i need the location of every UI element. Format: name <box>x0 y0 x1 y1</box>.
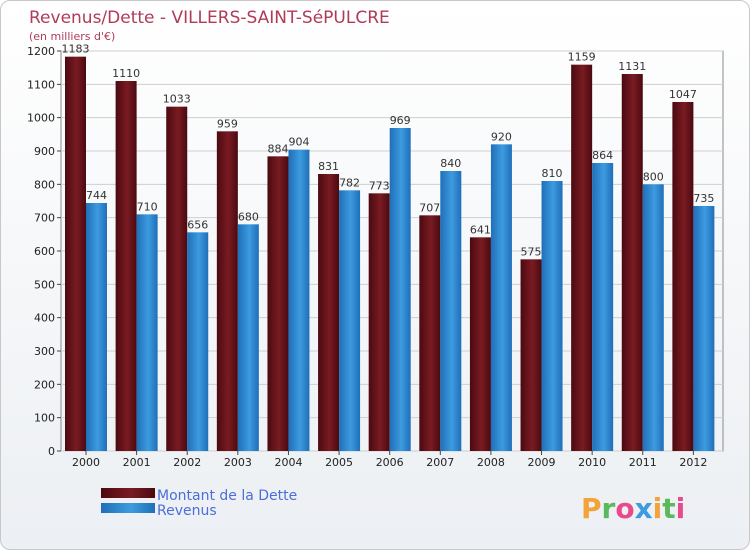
y-tick-label: 1000 <box>27 112 55 125</box>
legend-swatch-dette <box>101 488 155 498</box>
legend: Montant de la Dette Revenus <box>101 488 297 519</box>
data-label: 782 <box>339 176 360 189</box>
y-tick-label: 300 <box>34 345 55 358</box>
bar-dette <box>216 131 238 452</box>
logo-letter: o <box>615 492 634 525</box>
x-tick-label: 2005 <box>325 456 353 469</box>
logo-letter: x <box>635 492 653 525</box>
data-label: 1110 <box>112 67 140 80</box>
x-tick-label: 2008 <box>477 456 505 469</box>
bar-revenus <box>288 149 310 451</box>
data-label: 831 <box>318 160 339 173</box>
data-label: 884 <box>267 142 288 155</box>
y-tick-label: 1200 <box>27 45 55 58</box>
chart-title: Revenus/Dette - VILLERS-SAINT-SéPULCRE <box>29 8 390 28</box>
data-label: 969 <box>390 114 411 127</box>
x-tick-label: 2009 <box>528 456 556 469</box>
bar-dette <box>469 237 491 451</box>
data-label: 920 <box>491 130 512 143</box>
chart-subtitle: (en milliers d'€) <box>29 30 115 43</box>
data-label: 1183 <box>62 43 90 56</box>
x-tick-label: 2007 <box>426 456 454 469</box>
data-label: 641 <box>470 223 491 236</box>
y-tick-label: 0 <box>48 445 55 458</box>
x-tick-label: 2010 <box>578 456 606 469</box>
x-tick-label: 2002 <box>173 456 201 469</box>
logo-letter: r <box>602 492 616 525</box>
bar-dette <box>672 102 694 451</box>
bar-dette <box>65 56 86 452</box>
proxiti-logo: Proxiti <box>581 492 685 525</box>
x-tick-label: 2001 <box>123 456 151 469</box>
data-label: 680 <box>238 210 259 223</box>
bar-dette <box>115 81 137 451</box>
x-axis: 2000 2001 2002 2003 2004 2005 2006 2007 2008 2009… <box>72 451 707 469</box>
y-tick-label: 800 <box>34 178 55 191</box>
y-tick-label: 1100 <box>27 78 55 91</box>
bar-dette <box>571 64 593 451</box>
bar-dette <box>267 156 289 452</box>
bar-revenus <box>389 128 411 451</box>
bar-dette <box>166 106 188 452</box>
bar-revenus <box>693 206 715 451</box>
data-label: 710 <box>137 200 158 213</box>
y-tick-label: 100 <box>34 412 55 425</box>
y-tick-label: 700 <box>34 212 55 225</box>
data-label: 1033 <box>163 93 191 106</box>
x-tick-label: 2006 <box>376 456 404 469</box>
bar-revenus <box>86 203 107 451</box>
data-label: 707 <box>419 201 440 214</box>
bar-dette <box>621 74 643 451</box>
y-tick-label: 500 <box>34 278 55 291</box>
data-label: 656 <box>187 218 208 231</box>
data-label: 1131 <box>618 60 646 73</box>
logo-letter: P <box>581 492 602 525</box>
y-tick-label: 400 <box>34 312 55 325</box>
bar-revenus <box>440 171 462 451</box>
legend-swatch-revenus <box>101 503 155 513</box>
bar-dette <box>318 174 340 451</box>
data-label: 800 <box>643 170 664 183</box>
data-label: 810 <box>542 167 563 180</box>
bar-dette <box>368 193 390 452</box>
x-tick-label: 2012 <box>679 456 707 469</box>
y-axis-ticks: 0 100 200 300 400 500 600 700 800 900 1000 1100 1200 <box>27 45 61 458</box>
data-label: 1047 <box>669 88 697 101</box>
x-tick-label: 2000 <box>72 456 100 469</box>
bar-revenus <box>592 163 614 451</box>
x-tick-label: 2011 <box>629 456 657 469</box>
bar-revenus <box>541 181 563 451</box>
bar-dette <box>419 215 441 451</box>
data-label: 575 <box>521 245 542 258</box>
data-label: 840 <box>440 157 461 170</box>
y-tick-label: 200 <box>34 378 55 391</box>
bar-revenus <box>237 224 259 451</box>
x-tick-label: 2003 <box>224 456 252 469</box>
y-tick-label: 900 <box>34 145 55 158</box>
data-label: 735 <box>693 192 714 205</box>
data-label: 773 <box>369 179 390 192</box>
legend-label-dette: Montant de la Dette <box>157 488 297 504</box>
logo-letter: i <box>676 492 686 525</box>
data-label: 744 <box>86 189 107 202</box>
bar-revenus <box>136 214 158 451</box>
data-label: 1159 <box>568 51 596 64</box>
logo-letter: t <box>662 492 675 525</box>
y-tick-label: 600 <box>34 245 55 258</box>
data-label: 959 <box>217 117 238 130</box>
logo-letter: i <box>653 492 663 525</box>
bar-revenus <box>187 232 209 451</box>
legend-label-revenus: Revenus <box>157 503 217 519</box>
x-tick-label: 2004 <box>274 456 302 469</box>
data-label: 904 <box>288 136 309 149</box>
bar-revenus <box>339 190 361 452</box>
bar-revenus <box>642 184 664 452</box>
bar-revenus <box>490 144 512 452</box>
data-label: 864 <box>592 149 613 162</box>
bar-dette <box>520 259 542 451</box>
